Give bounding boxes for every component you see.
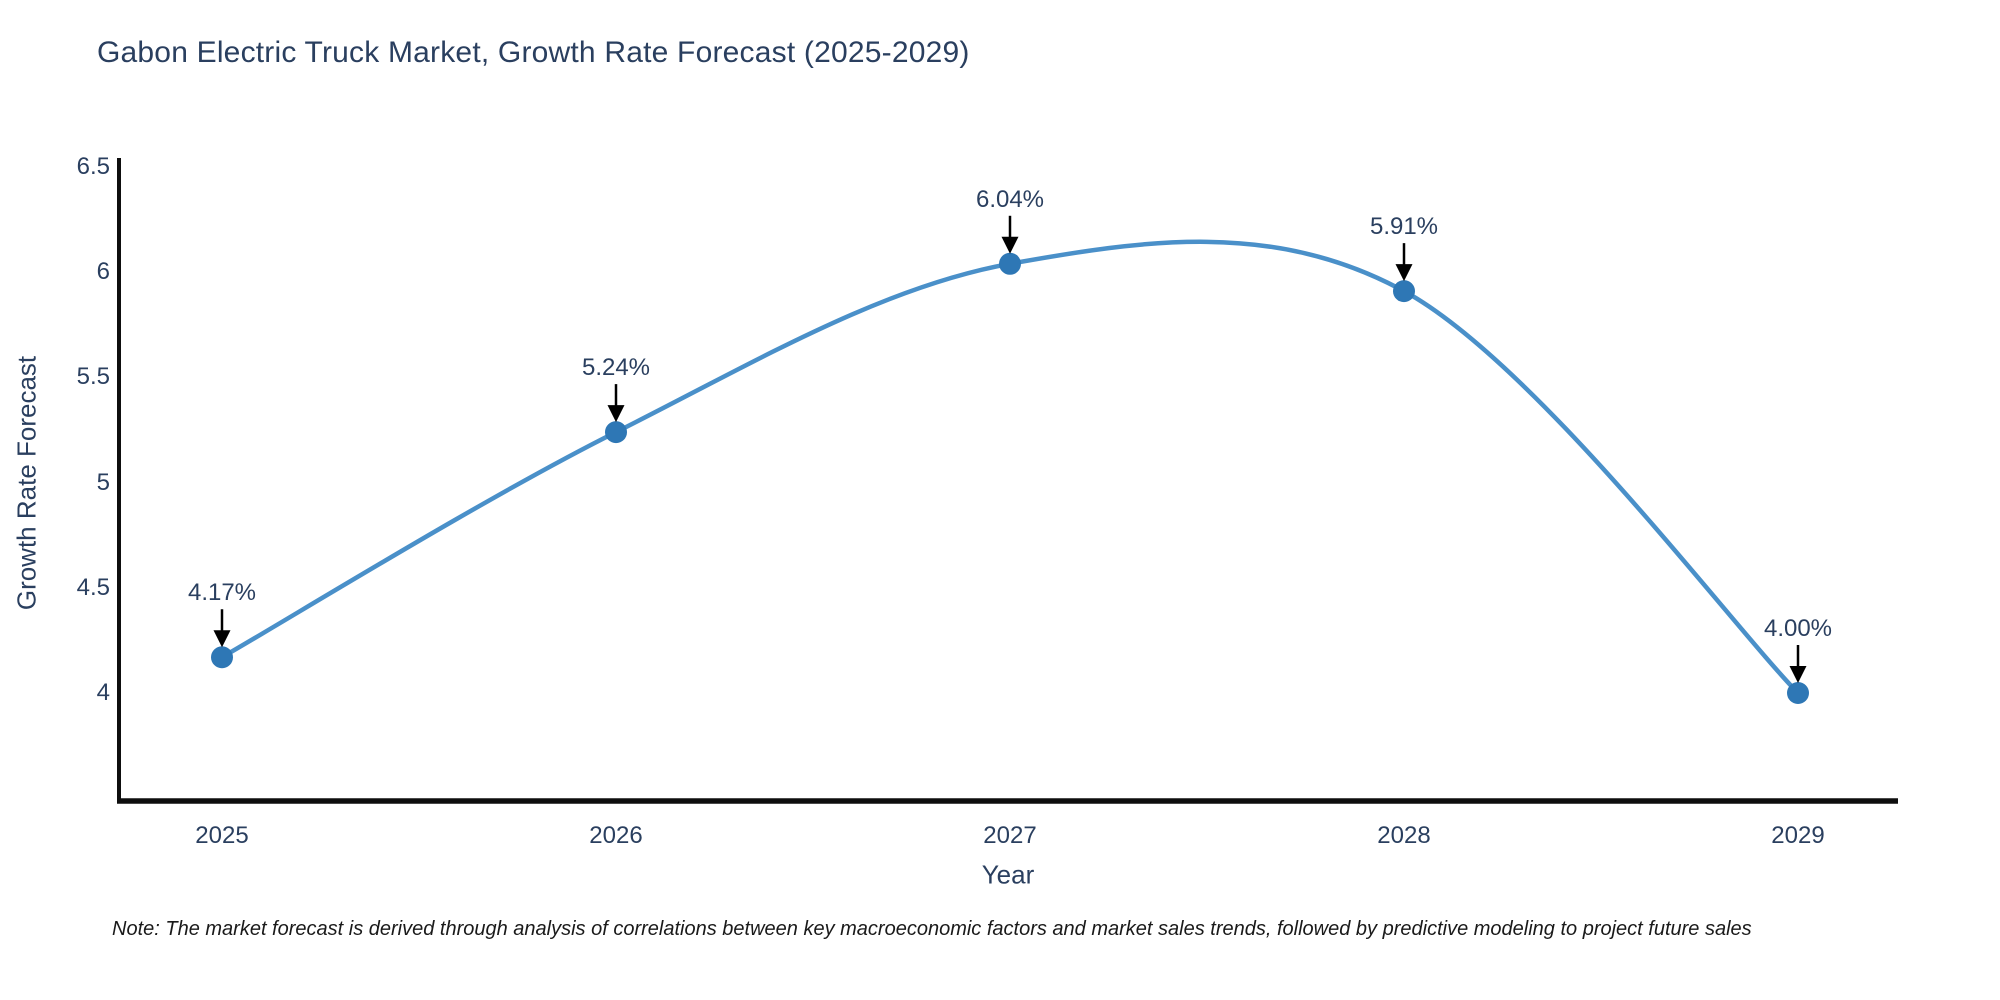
annotation-label: 4.00%	[1763, 615, 1833, 642]
annotation-arrow-head	[1789, 666, 1807, 683]
data-point-marker	[1787, 682, 1809, 704]
annotation-label: 5.24%	[581, 354, 651, 382]
y-tick-label: 6.5	[76, 153, 110, 180]
annotation-arrow-head	[607, 405, 625, 423]
data-point-marker	[605, 421, 627, 444]
y-tick-label: 6	[96, 258, 110, 286]
forecast-spline	[219, 239, 1801, 696]
annotation-label: 5.91%	[1369, 213, 1439, 241]
annotation-label: 6.04%	[975, 185, 1045, 213]
data-point-marker	[999, 252, 1021, 275]
annotation-arrow-head	[1001, 236, 1019, 254]
x-tick-label: 2026	[589, 822, 643, 849]
x-tick-label: 2028	[1377, 822, 1431, 849]
footnote: Note: The market forecast is derived thr…	[112, 918, 1752, 940]
y-axis-title: Growth Rate Forecast	[11, 355, 42, 611]
y-tick-label: 4	[96, 679, 110, 706]
annotation-arrow-head	[1395, 264, 1413, 282]
x-tick-label: 2025	[195, 822, 249, 849]
data-point-marker	[1393, 280, 1415, 303]
x-tick-label: 2029	[1771, 822, 1825, 849]
annotation-arrow-head	[213, 630, 231, 648]
annotation-label: 4.17%	[187, 579, 257, 607]
y-tick-label: 4.5	[76, 573, 110, 601]
chart-title: Gabon Electric Truck Market, Growth Rate…	[97, 36, 970, 69]
y-tick-label: 5.5	[76, 363, 110, 391]
x-tick-label: 2027	[983, 822, 1037, 849]
y-tick-label: 5	[96, 468, 110, 496]
data-point-marker	[211, 646, 233, 669]
x-axis-title: Year	[981, 859, 1035, 890]
